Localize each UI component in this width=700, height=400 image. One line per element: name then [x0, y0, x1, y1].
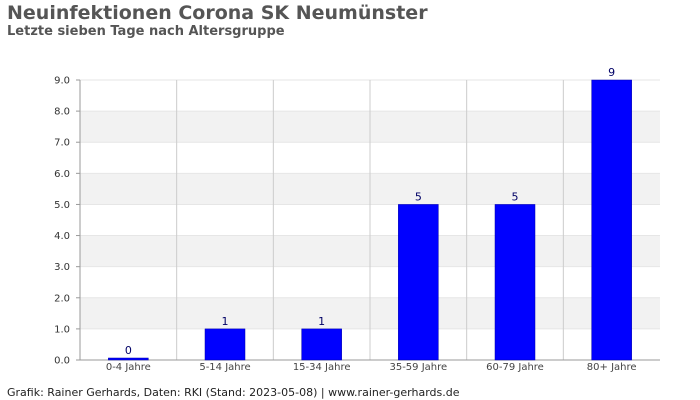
chart-title: Neuinfektionen Corona SK Neumünster — [7, 2, 428, 24]
y-tick-label: 9.0 — [54, 76, 70, 87]
bar-value-label: 1 — [222, 315, 229, 328]
bar — [398, 204, 439, 361]
bar — [494, 204, 536, 361]
bar-value-label: 0 — [125, 344, 132, 357]
bar-value-label: 9 — [608, 66, 615, 79]
y-tick-label: 1.0 — [54, 324, 70, 335]
chart-footer: Grafik: Rainer Gerhards, Daten: RKI (Sta… — [7, 386, 460, 399]
y-tick-label: 8.0 — [54, 107, 70, 118]
bar — [108, 357, 149, 361]
bar-value-label: 5 — [415, 190, 422, 203]
y-tick-label: 7.0 — [54, 138, 70, 149]
bar — [301, 328, 342, 361]
bar — [591, 79, 632, 361]
y-tick-label: 5.0 — [54, 200, 70, 211]
y-tick-label: 6.0 — [54, 169, 70, 180]
y-tick-label: 4.0 — [54, 231, 70, 242]
x-tick-label: 60-79 Jahre — [486, 362, 544, 373]
y-tick-label: 3.0 — [54, 262, 70, 273]
y-tick-label: 2.0 — [54, 293, 70, 304]
x-tick-label: 0-4 Jahre — [106, 362, 151, 373]
x-tick-label: 80+ Jahre — [587, 362, 637, 373]
y-tick-label: 0.0 — [54, 356, 70, 367]
chart-subtitle: Letzte sieben Tage nach Altersgruppe — [7, 24, 285, 39]
x-tick-label: 15-34 Jahre — [293, 362, 351, 373]
x-tick-label: 35-59 Jahre — [389, 362, 447, 373]
bar-value-label: 5 — [512, 190, 519, 203]
bar — [204, 328, 246, 361]
bar-value-label: 1 — [318, 315, 325, 328]
x-tick-label: 5-14 Jahre — [199, 362, 250, 373]
